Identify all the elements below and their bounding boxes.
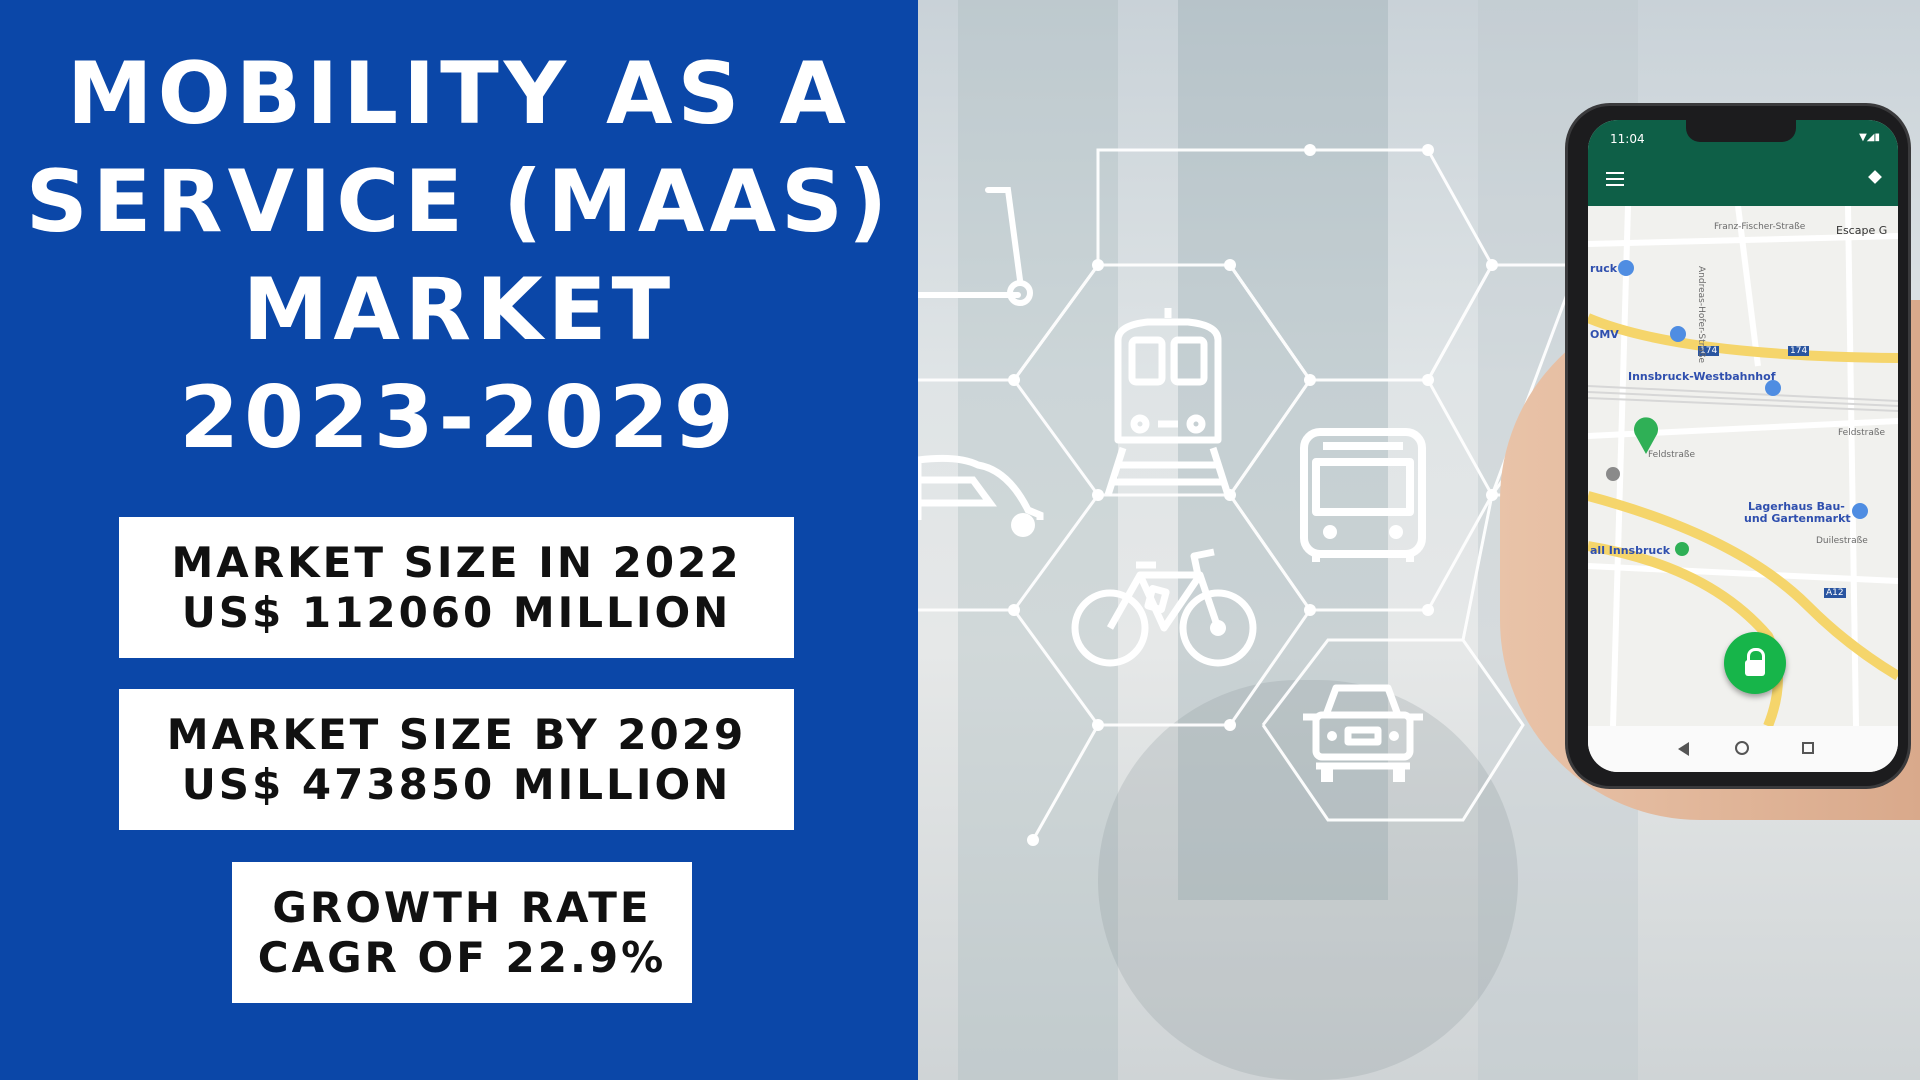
hamburger-menu-icon[interactable] (1606, 172, 1624, 186)
app-bar (1588, 154, 1898, 206)
hex-taxi-outline (1261, 638, 1525, 822)
status-bar: 11:04 ▼◢▮ (1588, 120, 1898, 154)
signal-battery-icon: ▼◢▮ (1859, 132, 1880, 143)
stat-value: CAGR OF 22.9% (257, 932, 667, 982)
map-street-label: Duilestraße (1816, 536, 1868, 546)
hex-link (1228, 264, 1312, 496)
stat-box-2029: MARKET SIZE BY 2029 US$ 473850 MILLION (119, 689, 794, 830)
stat-box-growth: GROWTH RATE CAGR OF 22.9% (232, 862, 692, 1003)
road-number-badge: 174 (1698, 346, 1720, 356)
hex-link (1228, 148, 1494, 382)
camera-notch (1686, 120, 1796, 142)
smartphone: 11:04 ▼◢▮ (1568, 106, 1908, 786)
title-line-2: SERVICE (MAAS) (25, 152, 893, 252)
map-place-label: ruck (1590, 262, 1618, 275)
stat-label: GROWTH RATE (272, 882, 652, 932)
map-place-label: und Gartenmarkt (1744, 512, 1851, 525)
road-number-badge: 174 (1788, 346, 1810, 356)
stat-value: US$ 473850 MILLION (181, 759, 732, 809)
map-place-label: Escape G (1836, 224, 1888, 237)
hex-bus-outline (1228, 378, 1494, 612)
background-blur (1098, 680, 1518, 1080)
home-icon[interactable] (1735, 741, 1749, 755)
layers-icon[interactable] (1868, 170, 1882, 184)
map-street-label: Franz-Fischer-Straße (1714, 222, 1806, 232)
hex-link (918, 263, 1312, 382)
hex-link (1096, 148, 1310, 265)
map-street-label: Feldstraße (1838, 428, 1886, 438)
background-blur (958, 0, 1118, 1080)
map-place-label: Lagerhaus Bau- (1748, 500, 1845, 513)
map-street-label: Andreas-Hofer-Straße (1696, 266, 1706, 364)
taxi-icon (1303, 684, 1423, 770)
page-title: MOBILITY AS A SERVICE (MAAS) MARKET 2023… (0, 40, 918, 472)
title-line-4: 2023-2029 (179, 368, 739, 468)
map-station-label: Innsbruck-Westbahnhof (1628, 370, 1776, 383)
bicycle-icon (1071, 548, 1257, 667)
status-time: 11:04 (1610, 132, 1645, 146)
car-icon (918, 454, 1044, 520)
android-nav-bar (1588, 726, 1898, 772)
bus-icon (1300, 428, 1426, 562)
stat-value: US$ 112060 MILLION (181, 587, 732, 637)
back-icon[interactable] (1678, 742, 1689, 756)
map-place-label: all Innsbruck (1590, 544, 1671, 557)
title-line-1: MOBILITY AS A (67, 44, 851, 144)
phone-screen: 11:04 ▼◢▮ (1588, 120, 1898, 772)
scooter-icon (918, 187, 1033, 306)
stat-box-2022: MARKET SIZE IN 2022 US$ 112060 MILLION (119, 517, 794, 658)
map-street-label: Feldstraße (1648, 450, 1696, 460)
stat-label: MARKET SIZE BY 2029 (166, 709, 747, 759)
train-icon (1104, 308, 1232, 497)
recent-apps-icon[interactable] (1802, 742, 1814, 754)
title-line-3: MARKET (242, 260, 676, 360)
stat-label: MARKET SIZE IN 2022 (171, 537, 742, 587)
info-panel: MOBILITY AS A SERVICE (MAAS) MARKET 2023… (0, 0, 918, 1080)
car-wheel-icon (1011, 513, 1035, 537)
highway-badge: A12 (1824, 588, 1846, 598)
unlock-button[interactable] (1724, 632, 1786, 694)
hex-bike-outline (1012, 494, 1312, 727)
map-place-label: OMV (1590, 328, 1619, 341)
